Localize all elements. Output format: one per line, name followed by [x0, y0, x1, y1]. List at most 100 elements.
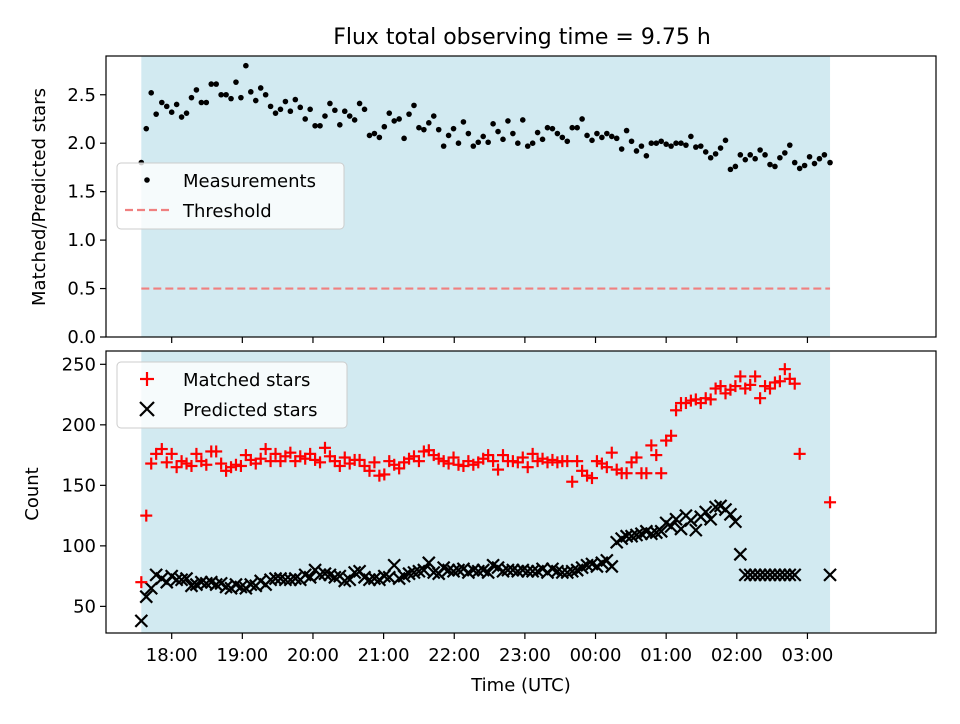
matched-point	[318, 441, 331, 454]
predicted-point	[743, 568, 757, 582]
matched-point	[160, 456, 173, 469]
measurement-point	[827, 159, 833, 166]
measurement-point	[549, 125, 556, 132]
measurement-point	[500, 136, 506, 143]
matched-point	[824, 496, 837, 509]
matched-point	[778, 363, 791, 376]
predicted-point	[520, 564, 535, 579]
measurement-point	[707, 154, 714, 161]
predicted-point	[723, 507, 738, 522]
measurement-point	[223, 91, 229, 98]
measurement-point	[406, 111, 412, 117]
measurement-point	[376, 134, 383, 141]
measurement-point	[297, 104, 304, 111]
predicted-point	[402, 566, 416, 581]
legend-marker-matched	[140, 372, 154, 386]
matched-point	[764, 382, 776, 395]
legend-label-matched: Matched stars	[183, 370, 310, 391]
measurement-point	[381, 123, 388, 130]
matched-point	[284, 446, 297, 459]
matched-point	[516, 451, 529, 464]
predicted-point	[753, 568, 767, 582]
measurement-point	[307, 106, 313, 113]
measurement-point	[599, 134, 605, 141]
legend-label-threshold: Threshold	[182, 201, 272, 222]
legend-label-measurements: Measurements	[183, 171, 316, 192]
predicted-point	[733, 547, 748, 562]
x-tick-label: 01:00	[640, 645, 692, 666]
measurement-point	[450, 125, 457, 132]
measurement-point	[782, 150, 788, 156]
measurement-point	[495, 128, 501, 135]
legend-label-predicted: Predicted stars	[183, 400, 317, 421]
matched-point	[526, 447, 539, 460]
ratio-legend-box	[116, 162, 345, 230]
y-tick-label: 250	[62, 354, 96, 375]
matched-point	[314, 456, 327, 469]
measurement-point	[594, 130, 600, 137]
measurement-point	[356, 100, 363, 107]
predicted-point	[288, 571, 303, 586]
measurement-point	[445, 132, 452, 139]
legend-marker-measurements	[144, 177, 150, 183]
matched-point	[640, 467, 653, 480]
predicted-point	[629, 528, 644, 542]
matched-point	[487, 455, 500, 468]
matched-point	[304, 447, 317, 460]
predicted-point	[209, 577, 223, 592]
ratio-legend: Measurements Threshold	[116, 162, 345, 230]
x-tick-label: 02:00	[711, 645, 763, 666]
measurement-point	[584, 132, 590, 139]
measurement-point	[213, 81, 219, 87]
predicted-point	[624, 529, 639, 543]
measurement-point	[534, 129, 541, 136]
predicted-point	[664, 519, 678, 534]
predicted-point	[318, 566, 332, 581]
y-tick-label: 50	[73, 596, 96, 617]
count-legend: Matched stars Predicted stars	[116, 361, 348, 429]
predicted-point	[417, 563, 431, 577]
measurement-point	[267, 103, 274, 110]
measurement-point	[623, 127, 630, 134]
predicted-point	[525, 564, 540, 579]
predicted-point	[689, 523, 703, 537]
matched-point	[210, 445, 223, 458]
measurement-point	[341, 108, 348, 115]
measurement-point	[762, 152, 768, 158]
measurement-point	[702, 149, 709, 155]
matched-point	[704, 393, 717, 406]
predicted-point	[303, 570, 317, 585]
measurement-point	[153, 111, 159, 117]
measurement-point	[148, 90, 155, 96]
matched-point	[650, 449, 663, 462]
measurement-point	[510, 130, 516, 137]
measurement-point	[604, 130, 610, 137]
measurement-point	[673, 140, 679, 147]
matched-point	[729, 380, 742, 393]
matched-point	[333, 459, 346, 472]
measurement-point	[411, 102, 417, 109]
matched-point	[670, 404, 683, 417]
measurement-point	[143, 125, 150, 132]
measurement-point	[238, 94, 244, 101]
matched-point	[140, 509, 153, 522]
matched-point	[259, 443, 272, 456]
y-tick-label: 1.5	[67, 182, 96, 203]
measurement-point	[421, 126, 427, 133]
predicted-point	[441, 563, 456, 577]
measurement-point	[589, 137, 595, 144]
predicted-point	[219, 580, 233, 594]
measurement-point	[287, 108, 294, 115]
matched-point	[749, 370, 762, 383]
measurement-point	[366, 132, 373, 139]
measurement-point	[455, 140, 462, 147]
matched-point	[234, 459, 247, 472]
matched-point	[773, 375, 786, 388]
y-tick-label: 2.0	[67, 133, 96, 154]
matched-point	[665, 429, 678, 442]
measurement-point	[717, 145, 724, 151]
measurement-point	[460, 119, 467, 125]
measurement-point	[786, 142, 793, 148]
matched-point	[571, 455, 584, 468]
predicted-point	[654, 524, 668, 539]
